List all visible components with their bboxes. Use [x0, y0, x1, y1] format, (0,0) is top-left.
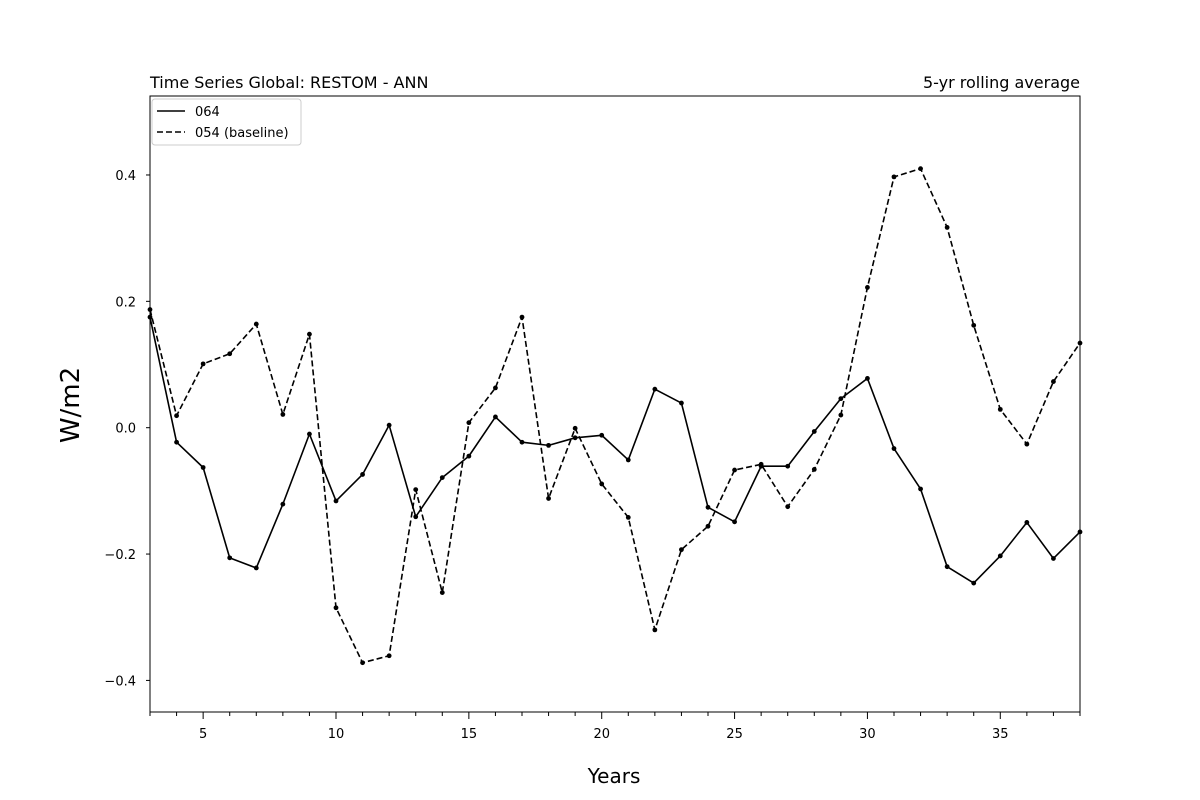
data-point-054-baseline [918, 166, 923, 172]
data-point-054-baseline [838, 412, 844, 418]
data-point-054-baseline [200, 361, 206, 367]
data-point-054-baseline [519, 314, 525, 320]
series-line-064 [149, 316, 1081, 584]
data-point-054-baseline [811, 466, 817, 472]
data-point-064 [1051, 556, 1056, 561]
data-point-064 [971, 580, 977, 586]
data-point-064 [333, 498, 339, 504]
y-axis-label: W/m2 [56, 367, 86, 443]
data-point-054-baseline [758, 461, 764, 467]
data-point-054-baseline [1024, 441, 1030, 447]
data-point-064 [519, 439, 525, 445]
x-tick-label: 5 [199, 727, 207, 742]
data-point-054-baseline [732, 467, 737, 473]
y-tick-label: −0.2 [104, 548, 136, 563]
data-point-064 [705, 504, 711, 510]
data-point-064 [679, 400, 684, 406]
data-point-054-baseline [546, 496, 551, 501]
data-point-064 [652, 386, 658, 392]
data-point-054-baseline [1051, 379, 1056, 384]
x-tick-label: 15 [461, 727, 478, 742]
data-point-064 [732, 519, 737, 525]
data-point-064 [891, 446, 897, 451]
x-tick-label: 35 [992, 727, 1009, 742]
data-point-064 [838, 396, 844, 402]
data-point-064 [546, 442, 551, 448]
data-point-064 [997, 553, 1003, 559]
y-tick-label: 0.0 [115, 422, 136, 437]
data-point-054-baseline [227, 351, 233, 357]
data-point-064 [413, 514, 419, 520]
data-point-064 [811, 429, 817, 434]
y-tick-label: −0.4 [104, 674, 136, 689]
chart-title-right: 5-yr rolling average [923, 73, 1080, 92]
data-point-054-baseline [599, 481, 605, 487]
data-point-054-baseline [625, 515, 631, 520]
data-point-054-baseline [785, 504, 791, 510]
data-point-054-baseline [413, 487, 419, 493]
data-point-054-baseline [174, 413, 179, 419]
data-point-064 [944, 564, 950, 570]
data-point-064 [865, 376, 870, 381]
x-axis-label: Years [587, 764, 641, 788]
y-tick-label: 0.2 [115, 295, 136, 310]
data-point-064 [280, 501, 286, 507]
data-point-064 [625, 457, 631, 463]
data-point-064 [785, 463, 791, 469]
series-line-054-baseline [149, 167, 1081, 664]
data-point-064 [466, 453, 472, 459]
legend: 064 054 (baseline) [151, 98, 302, 146]
legend-label-064: 064 [195, 105, 220, 120]
data-point-054-baseline [997, 406, 1003, 412]
plot-frame [149, 95, 1081, 713]
data-point-064 [386, 422, 392, 428]
data-point-064 [253, 565, 259, 571]
data-point-064 [227, 555, 233, 561]
data-point-054-baseline [439, 590, 445, 595]
x-tick-label: 25 [726, 727, 743, 742]
legend-label-054-baseline: 054 (baseline) [195, 126, 289, 141]
x-tick-label: 10 [328, 727, 345, 742]
data-point-054-baseline [466, 420, 472, 426]
data-point-054-baseline [307, 331, 312, 337]
data-point-054-baseline [572, 425, 578, 431]
data-point-054-baseline [679, 547, 684, 553]
data-point-064 [599, 432, 605, 438]
legend-box [151, 98, 302, 146]
data-point-054-baseline [891, 174, 897, 180]
data-point-054-baseline [333, 605, 339, 611]
data-point-054-baseline [280, 412, 286, 417]
data-point-064 [439, 475, 445, 481]
data-point-054-baseline [865, 285, 870, 290]
data-point-054-baseline [944, 225, 950, 230]
data-point-054-baseline [360, 660, 365, 666]
data-point-054-baseline [652, 627, 658, 633]
plot-area: −0.4 −0.2 0.0 0.2 0.4 5 10 15 20 25 30 35 [104, 166, 1083, 742]
data-point-064 [572, 435, 578, 441]
data-point-064 [493, 414, 498, 420]
data-point-064 [1024, 520, 1030, 525]
data-point-064 [200, 465, 206, 470]
chart-title-left: Time Series Global: RESTOM - ANN [149, 73, 428, 92]
data-point-064 [918, 486, 923, 492]
data-point-054-baseline [253, 321, 259, 327]
y-tick-label: 0.4 [115, 169, 136, 184]
data-point-064 [307, 431, 312, 437]
data-point-064 [360, 472, 365, 477]
x-tick-label: 30 [859, 727, 876, 742]
data-point-054-baseline [493, 385, 498, 391]
x-tick-label: 20 [593, 727, 610, 742]
data-point-054-baseline [971, 322, 977, 328]
data-point-064 [174, 439, 179, 445]
data-point-054-baseline [386, 653, 392, 659]
data-point-054-baseline [705, 523, 711, 529]
